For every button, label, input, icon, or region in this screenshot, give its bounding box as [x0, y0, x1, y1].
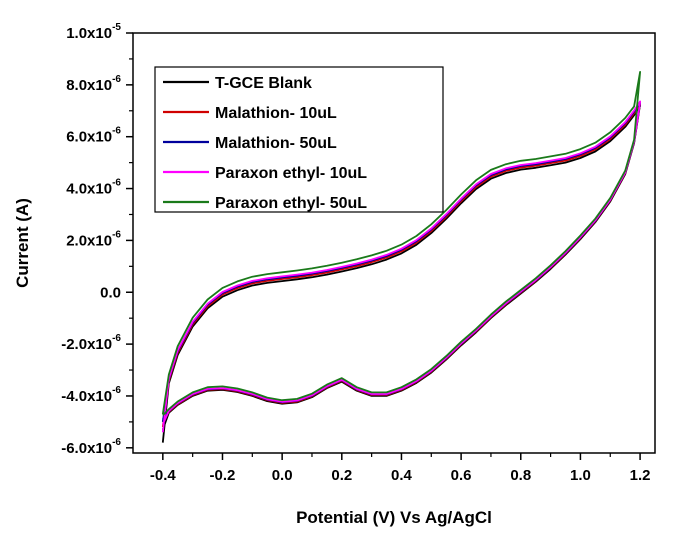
x-tick-label: 0.8 [510, 467, 531, 484]
series-line-3 [161, 100, 641, 433]
x-tick-label: 0.4 [391, 467, 413, 484]
series-layer [161, 71, 641, 443]
x-axis: -0.4 -0.2 0.0 0.2 0.4 0.6 0.8 1.0 1.2 [150, 453, 651, 484]
y-tick-label: 1.0x10-5 [66, 22, 121, 42]
y-tick-label: 0.0 [100, 284, 121, 301]
legend-label-0: T-GCE Blank [215, 75, 312, 92]
x-tick-label: 1.0 [570, 467, 591, 484]
y-tick-label: 2.0x10-6 [66, 229, 121, 249]
plot-frame [132, 32, 656, 454]
y-tick-label: -6.0x10-6 [61, 437, 121, 457]
legend-label-4: Paraxon ethyl- 50uL [215, 195, 367, 212]
series-line-4 [161, 71, 641, 417]
legend-label-1: Malathion- 10uL [215, 105, 337, 122]
legend-label-3: Paraxon ethyl- 10uL [215, 165, 367, 182]
x-tick-label: 0.0 [272, 467, 293, 484]
x-tick-label: 1.2 [630, 467, 651, 484]
x-tick-label: -0.4 [150, 467, 177, 484]
y-tick-label: 6.0x10-6 [66, 126, 121, 146]
y-tick-label: -2.0x10-6 [61, 333, 121, 353]
legend-label-2: Malathion- 50uL [215, 135, 337, 152]
y-axis-title: Current (A) [13, 198, 32, 288]
x-tick-label: -0.2 [210, 467, 236, 484]
y-tick-label: 4.0x10-6 [66, 178, 121, 198]
legend-box [154, 66, 444, 213]
x-tick-label: 0.2 [331, 467, 352, 484]
x-tick-label: 0.6 [451, 467, 472, 484]
legend: T-GCE Blank Malathion- 10uL Malathion- 50u… [154, 66, 444, 213]
y-tick-label: -4.0x10-6 [61, 385, 121, 405]
x-axis-title: Potential (V) Vs Ag/AgCl [296, 508, 492, 527]
y-axis: -6.0x10-6 -4.0x10-6 -2.0x10-6 0.0 2.0x10-6 4.… [61, 22, 133, 457]
y-tick-label: 8.0x10-6 [66, 74, 121, 94]
